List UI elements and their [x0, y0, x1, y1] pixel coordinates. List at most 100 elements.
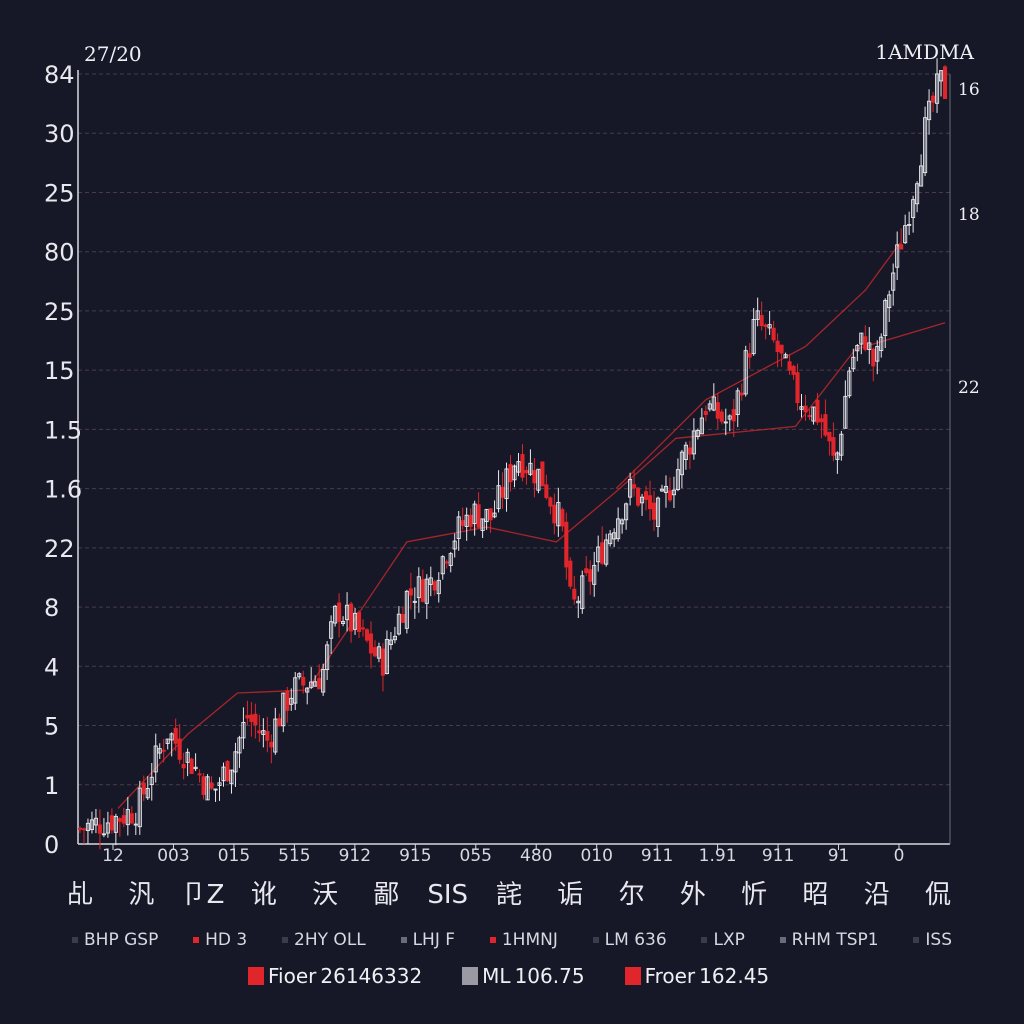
- candle-down: [468, 514, 473, 527]
- axes: [77, 70, 951, 845]
- candle-up: [496, 485, 501, 510]
- candle-up: [440, 556, 445, 575]
- candle-up: [165, 738, 170, 744]
- candle-down: [787, 361, 792, 371]
- candle-up: [404, 590, 409, 629]
- candle-up: [305, 687, 310, 693]
- candle-down: [588, 569, 593, 582]
- x-tick-label-secondary: 讹: [251, 880, 277, 910]
- x-tick-label: 911: [641, 846, 673, 866]
- candle-up: [655, 497, 661, 528]
- candle-up: [767, 324, 772, 329]
- candle-up: [329, 621, 334, 639]
- candle-up: [105, 822, 110, 834]
- x-tick-label: 055: [460, 846, 492, 866]
- candle-up: [887, 294, 892, 309]
- legend-label: LHJ F: [412, 930, 456, 950]
- candle-down: [647, 495, 653, 510]
- stat-item: Fioer 26146332: [248, 964, 422, 988]
- candle-down: [584, 568, 589, 574]
- x-axis-secondary-ticks: 乩 汎卩Z 讹 沃 鄙 SIS 詫 诟 尔 外 忻 昭 沿 侃: [67, 880, 951, 910]
- candle-down: [719, 411, 724, 422]
- candle-down: [636, 487, 641, 506]
- candle-up: [281, 692, 286, 727]
- candle-up: [333, 605, 338, 624]
- candle-up: [313, 681, 318, 687]
- stat-value: 26146332: [320, 964, 423, 988]
- candle-up: [691, 430, 696, 455]
- candle-up: [580, 575, 585, 610]
- y-tick-label: 4: [44, 653, 59, 681]
- candle-down: [632, 484, 637, 489]
- candle-up: [723, 421, 728, 424]
- x-tick-label-secondary: 卩Z: [181, 880, 225, 910]
- candle-up: [93, 817, 98, 826]
- candle-up: [321, 669, 326, 693]
- x-tick-label-secondary: 詫: [496, 880, 522, 910]
- stat-item: Froer 162.45: [624, 964, 769, 988]
- legend-item: 2HY OLL: [282, 930, 366, 950]
- legend-label: 2HY OLL: [294, 930, 366, 950]
- candle-up: [663, 485, 669, 493]
- y-tick-label: 30: [44, 120, 75, 148]
- legend-item: LM 636: [592, 930, 667, 950]
- candle-down: [141, 782, 146, 795]
- x-tick-label-secondary: 侃: [925, 880, 951, 910]
- candle-down: [548, 497, 553, 507]
- candle-down: [759, 315, 764, 327]
- candle-down: [791, 365, 796, 375]
- candle-down: [209, 782, 214, 789]
- legend-label: BHP GSP: [84, 930, 159, 950]
- candle-down: [380, 648, 386, 676]
- candle-up: [325, 644, 330, 671]
- x-tick-label: 0: [894, 846, 905, 866]
- candle-up: [608, 533, 613, 545]
- candle-down: [560, 509, 565, 527]
- candle-up: [384, 639, 389, 675]
- candle-up: [193, 766, 198, 770]
- candle-up: [755, 310, 760, 320]
- candle-down: [368, 633, 374, 654]
- candle-up: [345, 604, 350, 621]
- candle-down: [356, 611, 362, 632]
- candle-up: [576, 600, 581, 604]
- candle-down: [301, 676, 306, 686]
- candle-up: [799, 406, 804, 410]
- candle-up: [157, 748, 162, 754]
- y-tick-label: 8: [44, 594, 59, 622]
- candle-up: [640, 496, 645, 504]
- candle-down: [277, 718, 282, 727]
- candle-up: [604, 539, 609, 565]
- candle-up: [612, 532, 617, 540]
- candle-up: [879, 336, 884, 352]
- candle-down: [189, 758, 194, 774]
- candle-down: [831, 437, 836, 456]
- candle-up: [221, 766, 226, 782]
- candle-down: [117, 818, 122, 822]
- candle-up: [137, 787, 142, 828]
- candle-up: [851, 356, 856, 370]
- candle-up: [213, 788, 218, 791]
- candle-down: [572, 588, 577, 600]
- stat-label: Froer: [644, 964, 696, 988]
- candle-up: [352, 612, 358, 630]
- candle-up: [516, 461, 521, 473]
- candle-up: [835, 452, 840, 460]
- x-tick-label-secondary: 忻: [741, 880, 767, 910]
- candle-down: [600, 542, 605, 564]
- candle-up: [911, 199, 916, 219]
- candle-up: [683, 444, 688, 460]
- candle-down: [520, 454, 525, 478]
- candle-down: [731, 409, 736, 422]
- candle-up: [891, 272, 896, 291]
- legend-swatch: [193, 937, 200, 943]
- candle-up: [293, 677, 298, 704]
- x-tick-label-secondary: 沃: [312, 880, 338, 910]
- x-tick-label-secondary: 汎: [128, 880, 154, 910]
- candle-down: [400, 613, 405, 623]
- candle-up: [376, 646, 382, 659]
- candles: [77, 58, 948, 850]
- candle-down: [871, 348, 876, 367]
- x-tick-label: 912: [339, 846, 371, 866]
